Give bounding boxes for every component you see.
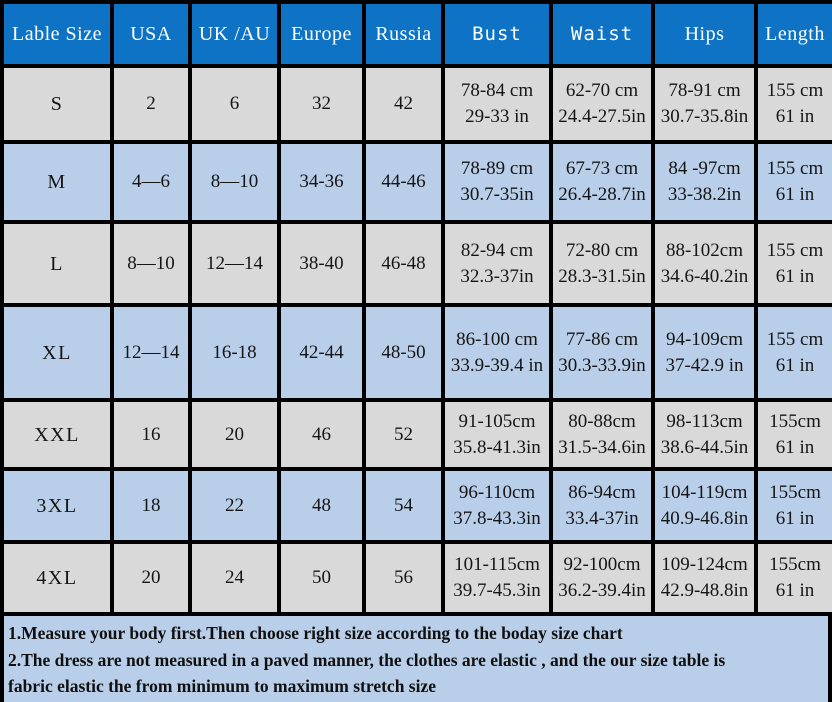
size-chart-table: Lable Size USA UK /AU Europe Russia Bust Waist… xyxy=(0,0,832,616)
table-cell: 98-113cm 38.6-44.5in xyxy=(651,398,758,471)
table-cell: 88-102cm 34.6-40.2in xyxy=(651,220,758,307)
size-cell: 3XL xyxy=(0,467,114,544)
notes-section: 1.Measure your body first.Then choose ri… xyxy=(0,616,832,702)
table-cell: 24 xyxy=(188,540,281,616)
table-cell: 155 cm 61 in xyxy=(754,220,832,307)
table-cell: 34-36 xyxy=(277,140,366,224)
table-cell: 155cm 61 in xyxy=(754,398,832,471)
table-cell: 12—14 xyxy=(110,303,192,402)
header-length: Length xyxy=(754,0,832,68)
header-uk-au: UK /AU xyxy=(188,0,281,68)
table-cell: 155cm 61 in xyxy=(754,540,832,616)
table-cell: 20 xyxy=(110,540,192,616)
table-cell: 20 xyxy=(188,398,281,471)
size-cell: XXL xyxy=(0,398,114,471)
table-cell: 67-73 cm 26.4-28.7in xyxy=(549,140,655,224)
size-cell: 4XL xyxy=(0,540,114,616)
table-cell: 155 cm 61 in xyxy=(754,303,832,402)
table-cell: 54 xyxy=(362,467,445,544)
table-cell: 78-84 cm 29-33 in xyxy=(441,64,553,144)
table-row-s: S 2 6 32 42 78-84 cm 29-33 in 62-70 cm 24.4-27.5… xyxy=(0,64,832,144)
table-cell: 96-110cm 37.8-43.3in xyxy=(441,467,553,544)
size-cell: M xyxy=(0,140,114,224)
table-cell: 72-80 cm 28.3-31.5in xyxy=(549,220,655,307)
header-europe: Europe xyxy=(277,0,366,68)
table-cell: 48 xyxy=(277,467,366,544)
table-cell: 4—6 xyxy=(110,140,192,224)
table-cell: 155 cm 61 in xyxy=(754,64,832,144)
note-line-3: fabric elastic the from minimum to maxim… xyxy=(8,676,437,696)
table-cell: 84 -97cm 33-38.2in xyxy=(651,140,758,224)
table-cell: 18 xyxy=(110,467,192,544)
table-cell: 80-88cm 31.5-34.6in xyxy=(549,398,655,471)
table-row-xl: XL 12—14 16-18 42-44 48-50 86-100 cm 33.9-39.4… xyxy=(0,303,832,402)
table-cell: 16-18 xyxy=(188,303,281,402)
table-cell: 48-50 xyxy=(362,303,445,402)
table-cell: 6 xyxy=(188,64,281,144)
table-cell: 104-119cm 40.9-46.8in xyxy=(651,467,758,544)
table-cell: 56 xyxy=(362,540,445,616)
table-row-xxl: XXL 16 20 46 52 91-105cm 35.8-41.3in 80-88cm 31.… xyxy=(0,398,832,471)
header-bust: Bust xyxy=(441,0,553,68)
table-body: S 2 6 32 42 78-84 cm 29-33 in 62-70 cm 24.4-27.5… xyxy=(0,64,832,616)
table-cell: 92-100cm 36.2-39.4in xyxy=(549,540,655,616)
table-row-m: M 4—6 8—10 34-36 44-46 78-89 cm 30.7-35in 67-73… xyxy=(0,140,832,224)
table-cell: 2 xyxy=(110,64,192,144)
table-cell: 94-109cm 37-42.9 in xyxy=(651,303,758,402)
note-line-1: 1.Measure your body first.Then choose ri… xyxy=(8,623,623,643)
table-cell: 155 cm 61 in xyxy=(754,140,832,224)
table-row-l: L 8—10 12—14 38-40 46-48 82-94 cm 32.3-37in 72-… xyxy=(0,220,832,307)
table-cell: 52 xyxy=(362,398,445,471)
table-cell: 42 xyxy=(362,64,445,144)
table-cell: 86-94cm 33.4-37in xyxy=(549,467,655,544)
table-cell: 8—10 xyxy=(188,140,281,224)
header-russia: Russia xyxy=(362,0,445,68)
size-cell: S xyxy=(0,64,114,144)
table-cell: 8—10 xyxy=(110,220,192,307)
table-cell: 16 xyxy=(110,398,192,471)
table-cell: 32 xyxy=(277,64,366,144)
header-usa: USA xyxy=(110,0,192,68)
table-cell: 38-40 xyxy=(277,220,366,307)
table-cell: 109-124cm 42.9-48.8in xyxy=(651,540,758,616)
header-row: Lable Size USA UK /AU Europe Russia Bust Waist… xyxy=(0,0,832,68)
table-cell: 77-86 cm 30.3-33.9in xyxy=(549,303,655,402)
table-row-4xl: 4XL 20 24 50 56 101-115cm 39.7-45.3in 92-100cm 3… xyxy=(0,540,832,616)
note-line-2: 2.The dress are not measured in a paved … xyxy=(8,649,726,670)
header-lable-size: Lable Size xyxy=(0,0,114,68)
size-cell: XL xyxy=(0,303,114,402)
header-hips: Hips xyxy=(651,0,758,68)
table-cell: 78-91 cm 30.7-35.8in xyxy=(651,64,758,144)
table-cell: 46-48 xyxy=(362,220,445,307)
table-cell: 50 xyxy=(277,540,366,616)
table-row-3xl: 3XL 18 22 48 54 96-110cm 37.8-43.3in 86-94cm 33.… xyxy=(0,467,832,544)
table-cell: 62-70 cm 24.4-27.5in xyxy=(549,64,655,144)
table-cell: 78-89 cm 30.7-35in xyxy=(441,140,553,224)
size-cell: L xyxy=(0,220,114,307)
table-cell: 91-105cm 35.8-41.3in xyxy=(441,398,553,471)
table-cell: 22 xyxy=(188,467,281,544)
table-cell: 42-44 xyxy=(277,303,366,402)
header-waist: Waist xyxy=(549,0,655,68)
table-cell: 82-94 cm 32.3-37in xyxy=(441,220,553,307)
table-cell: 46 xyxy=(277,398,366,471)
table-cell: 44-46 xyxy=(362,140,445,224)
table-cell: 12—14 xyxy=(188,220,281,307)
table-cell: 86-100 cm 33.9-39.4 in xyxy=(441,303,553,402)
table-cell: 155cm 61 in xyxy=(754,467,832,544)
table-cell: 101-115cm 39.7-45.3in xyxy=(441,540,553,616)
